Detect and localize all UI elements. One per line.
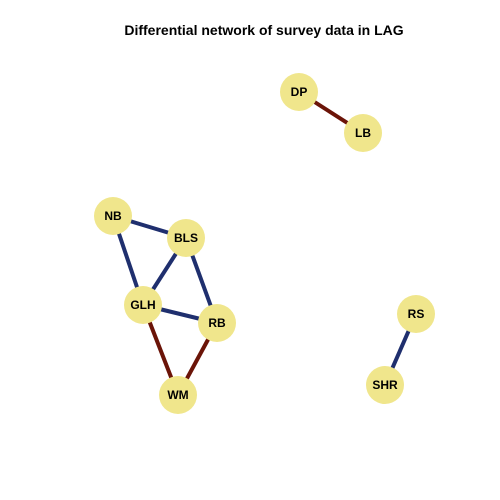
- nodes-layer: DP LB NB BLS GLH RB WM RS SHR: [94, 73, 435, 414]
- node-dp: DP: [280, 73, 318, 111]
- node-label-nb: NB: [104, 209, 122, 223]
- node-circle-bls: [167, 219, 205, 257]
- node-circle-dp: [280, 73, 318, 111]
- node-wm: WM: [159, 376, 197, 414]
- node-circle-shr: [366, 366, 404, 404]
- node-circle-nb: [94, 197, 132, 235]
- node-circle-rb: [198, 304, 236, 342]
- node-nb: NB: [94, 197, 132, 235]
- node-label-rs: RS: [408, 307, 425, 321]
- node-label-lb: LB: [355, 126, 371, 140]
- node-circle-lb: [344, 114, 382, 152]
- node-lb: LB: [344, 114, 382, 152]
- node-circle-rs: [397, 295, 435, 333]
- node-rs: RS: [397, 295, 435, 333]
- node-shr: SHR: [366, 366, 404, 404]
- node-label-shr: SHR: [372, 378, 398, 392]
- node-label-bls: BLS: [174, 231, 198, 245]
- node-label-glh: GLH: [130, 298, 155, 312]
- node-label-rb: RB: [208, 316, 226, 330]
- node-bls: BLS: [167, 219, 205, 257]
- node-label-dp: DP: [291, 85, 308, 99]
- node-label-wm: WM: [167, 388, 188, 402]
- node-glh: GLH: [124, 286, 162, 324]
- node-circle-glh: [124, 286, 162, 324]
- node-rb: RB: [198, 304, 236, 342]
- node-circle-wm: [159, 376, 197, 414]
- figure-title: Differential network of survey data in L…: [124, 22, 403, 38]
